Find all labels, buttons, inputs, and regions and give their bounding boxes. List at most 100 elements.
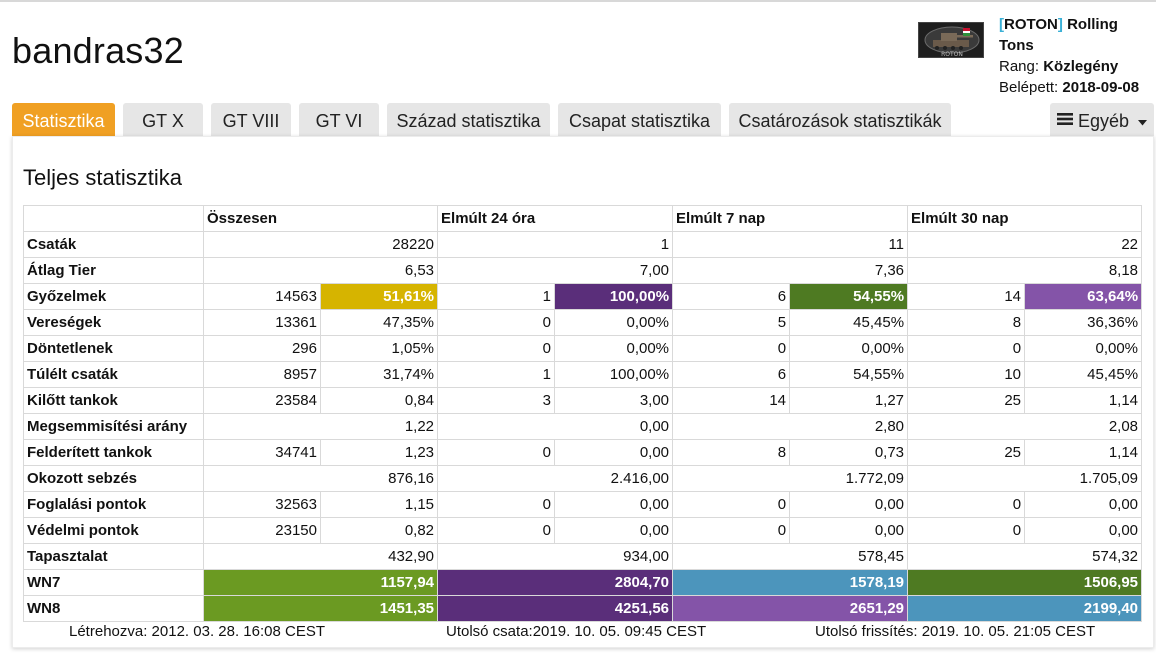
stat-value: 432,90 (202, 543, 439, 570)
header-empty (23, 205, 204, 232)
stat-count: 5 (672, 309, 791, 336)
stat-value: 2,08 (907, 413, 1143, 440)
row-label: Átlag Tier (23, 257, 204, 284)
tab-csapat-statisztika[interactable]: Csapat statisztika (558, 103, 721, 139)
header-osszesen: Összesen (202, 205, 439, 232)
table-row: Megsemmisítési arány 1,22 0,00 2,80 2,08 (23, 413, 1143, 440)
stat-ratio: 0,84 (319, 387, 439, 414)
row-label: Túlélt csaták (23, 361, 204, 388)
stat-value: 6,53 (202, 257, 439, 284)
table-row: Vereségek 13361 47,35% 0 0,00% 5 45,45% 8 36,36% (23, 309, 1143, 336)
tab-szazad-statisztika[interactable]: Század statisztika (387, 103, 550, 139)
stat-count: 6 (672, 361, 791, 388)
clan-line[interactable]: [ROTON] Rolling Tons (999, 16, 1118, 54)
table-row: Csaták 28220 1 11 22 (23, 231, 1143, 258)
stat-ratio: 0,00 (1024, 491, 1143, 518)
created-date: Létrehozva: 2012. 03. 28. 16:08 CEST (69, 623, 326, 640)
stat-count: 0 (672, 517, 791, 544)
stat-count: 0 (437, 335, 556, 362)
row-label: Védelmi pontok (23, 517, 204, 544)
stat-ratio: 0,00 (554, 439, 674, 466)
stat-value: 7,00 (437, 257, 674, 284)
more-dropdown-button[interactable]: Egyéb (1050, 103, 1154, 139)
stat-count: 0 (437, 491, 556, 518)
stat-value: 934,00 (437, 543, 674, 570)
stat-count: 14563 (203, 283, 321, 310)
stat-count: 0 (437, 439, 556, 466)
table-row: Túlélt csaták 8957 31,74% 1 100,00% 6 54,55% 10… (23, 361, 1143, 388)
stat-count: 25 (907, 387, 1026, 414)
stat-value: 1.772,09 (672, 465, 909, 492)
stat-count: 0 (672, 335, 791, 362)
stat-ratio: 1,23 (319, 439, 439, 466)
table-row: WN7 1157,94 2804,70 1578,19 1506,95 (23, 569, 1143, 596)
stat-count: 8 (672, 439, 791, 466)
more-label: Egyéb (1077, 111, 1130, 131)
rank-line: Rang: Közlegény (999, 58, 1119, 75)
stat-value: 28220 (202, 231, 439, 258)
table-header-row: Összesen Elmúlt 24 óra Elmúlt 7 nap Elmú… (23, 205, 1143, 232)
tab-statisztika[interactable]: Statisztika (12, 103, 115, 139)
stat-value: 1,22 (202, 413, 439, 440)
stat-value: 2.416,00 (437, 465, 674, 492)
clan-logo[interactable]: ROTON (918, 22, 984, 58)
last-update-date: Utolsó frissítés: 2019. 10. 05. 21:05 CE… (815, 623, 1096, 640)
stat-value: 8,18 (907, 257, 1143, 284)
stat-value: 22 (907, 231, 1143, 258)
stat-value: 1506,95 (907, 569, 1143, 596)
stat-count: 34741 (203, 439, 321, 466)
stat-count: 1 (437, 361, 556, 388)
row-label: Csaták (23, 231, 204, 258)
stat-ratio: 1,27 (789, 387, 909, 414)
stat-ratio: 45,45% (789, 309, 909, 336)
stat-ratio: 47,35% (319, 309, 439, 336)
stat-value: 2,80 (672, 413, 909, 440)
stat-ratio: 1,14 (1024, 439, 1143, 466)
stat-count: 14 (672, 387, 791, 414)
menu-icon (1056, 102, 1073, 138)
joined-date: 2018-09-08 (1062, 79, 1140, 96)
stat-count: 14 (907, 283, 1026, 310)
statistics-panel: Teljes statisztika Összesen Elmúlt 24 ór… (12, 136, 1154, 648)
stat-ratio: 31,74% (319, 361, 439, 388)
stat-count: 0 (437, 309, 556, 336)
tab-gt-viii[interactable]: GT VIII (211, 103, 291, 139)
stat-count: 23150 (203, 517, 321, 544)
row-label: WN7 (23, 569, 204, 596)
stat-ratio: 0,00 (1024, 517, 1143, 544)
tab-gt-x[interactable]: GT X (123, 103, 203, 139)
stat-count: 1 (437, 283, 556, 310)
table-row: Kilőtt tankok 23584 0,84 3 3,00 14 1,27 25 1,14 (23, 387, 1143, 414)
stat-ratio: 0,00% (789, 335, 909, 362)
row-label: WN8 (23, 595, 204, 622)
tab-gt-vi[interactable]: GT VI (299, 103, 379, 139)
stat-value: 1578,19 (672, 569, 909, 596)
stat-count: 23584 (203, 387, 321, 414)
stat-ratio: 0,00% (554, 309, 674, 336)
stat-ratio: 100,00% (554, 361, 674, 388)
stat-count: 0 (907, 517, 1026, 544)
stat-value: 2804,70 (437, 569, 674, 596)
stats-table: Összesen Elmúlt 24 óra Elmúlt 7 nap Elmú… (23, 205, 1143, 622)
stat-value: 0,00 (437, 413, 674, 440)
stat-value: 4251,56 (437, 595, 674, 622)
table-row: Foglalási pontok 32563 1,15 0 0,00 0 0,00 0 0,00 (23, 491, 1143, 518)
stat-ratio: 1,14 (1024, 387, 1143, 414)
stat-ratio: 51,61% (319, 283, 439, 310)
stat-value: 574,32 (907, 543, 1143, 570)
header-24-ora: Elmúlt 24 óra (437, 205, 674, 232)
tab-csatarozasok-statisztikak[interactable]: Csatározások statisztikák (729, 103, 951, 139)
stat-ratio: 0,00 (554, 517, 674, 544)
header-30-nap: Elmúlt 30 nap (907, 205, 1143, 232)
clan-tag[interactable]: ROTON (1004, 16, 1058, 33)
table-row: Okozott sebzés 876,16 2.416,00 1.772,09 1.70… (23, 465, 1143, 492)
stat-value: 876,16 (202, 465, 439, 492)
stat-ratio: 54,55% (789, 283, 909, 310)
panel-title: Teljes statisztika (23, 165, 182, 190)
stat-value: 11 (672, 231, 909, 258)
clan-name[interactable]: Rolling Tons (999, 16, 1118, 54)
stat-count: 32563 (203, 491, 321, 518)
stat-value: 2199,40 (907, 595, 1143, 622)
stat-count: 0 (907, 491, 1026, 518)
stat-ratio: 45,45% (1024, 361, 1143, 388)
